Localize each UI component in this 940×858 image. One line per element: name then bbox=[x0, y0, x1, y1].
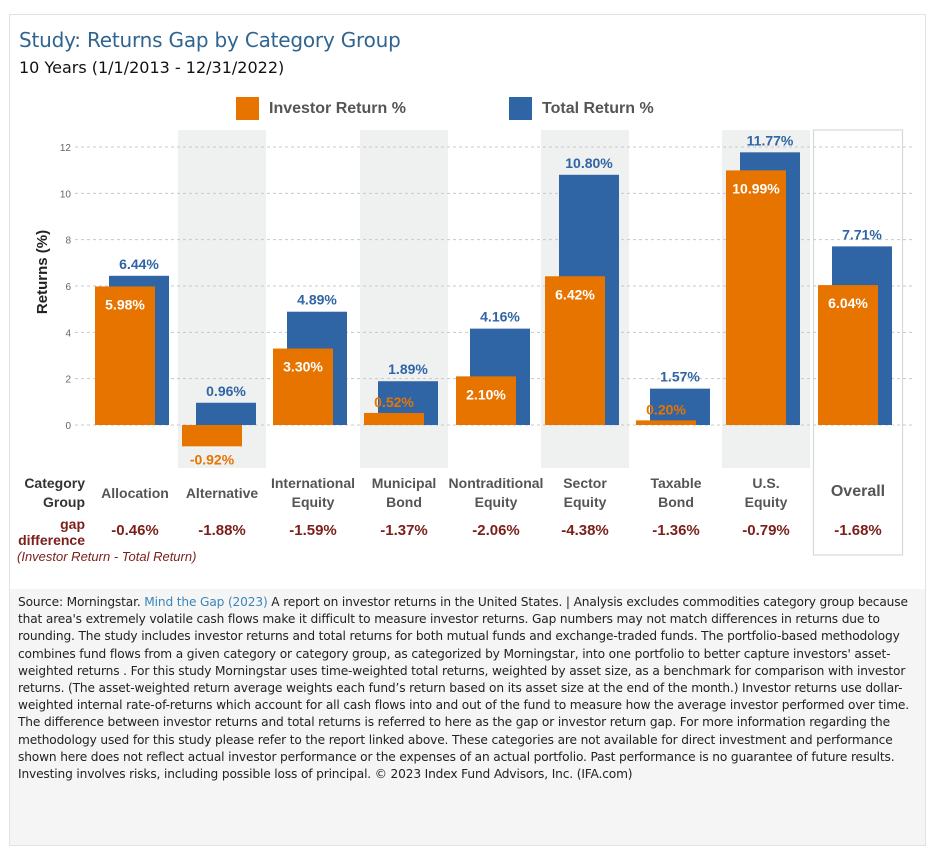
legend-swatch-investor bbox=[236, 97, 259, 120]
category-header-line1: Category bbox=[24, 475, 85, 491]
gap-value: -1.37% bbox=[380, 522, 428, 539]
investor-return-bar bbox=[364, 412, 424, 425]
investor-return-label: 6.04% bbox=[828, 295, 868, 311]
legend-item-total-return[interactable]: Total Return % bbox=[509, 97, 654, 120]
y-tick-label: 8 bbox=[65, 236, 71, 247]
gap-value: -4.38% bbox=[561, 522, 609, 539]
category-group-header: Category Group bbox=[10, 474, 85, 512]
total-return-label: 6.44% bbox=[119, 256, 159, 272]
x-tick-label-line2: Bond bbox=[386, 494, 422, 510]
investor-return-bar bbox=[95, 286, 155, 425]
x-tick-label: Overall bbox=[830, 483, 886, 500]
x-tick-label-line2: Equity bbox=[744, 494, 788, 510]
x-tick-label-line1: Nontraditional bbox=[448, 475, 544, 491]
source-prefix: Source: Morningstar. bbox=[18, 595, 145, 609]
total-return-bar bbox=[196, 402, 256, 425]
category-header-line2: Group bbox=[43, 494, 85, 510]
page-title: Study: Returns Gap by Category Group bbox=[19, 28, 401, 52]
overall-highlight-box bbox=[812, 129, 904, 556]
total-return-label: 4.16% bbox=[480, 309, 520, 325]
x-tick-label-line1: Sector bbox=[563, 475, 607, 491]
y-tick-label: 6 bbox=[65, 282, 71, 293]
y-tick-label: 0 bbox=[65, 421, 71, 432]
x-tick-label: Sector Equity bbox=[535, 474, 635, 512]
x-tick-label: Allocation bbox=[101, 485, 169, 501]
source-disclaimer: Source: Morningstar. Mind the Gap (2023)… bbox=[10, 589, 925, 845]
gap-formula-note: (Investor Return - Total Return) bbox=[17, 549, 197, 564]
legend-label-investor: Investor Return % bbox=[269, 99, 406, 117]
investor-return-label: 10.99% bbox=[732, 180, 780, 196]
investor-return-label: 0.20% bbox=[646, 401, 686, 417]
y-tick-label: 2 bbox=[65, 375, 71, 386]
gap-value: -1.88% bbox=[198, 522, 246, 539]
investor-return-bar bbox=[273, 348, 333, 425]
x-tick-label-line1: Municipal bbox=[371, 475, 437, 491]
gap-difference-header: gap difference bbox=[10, 516, 85, 548]
page-subtitle: 10 Years (1/1/2013 - 12/31/2022) bbox=[19, 58, 285, 77]
x-tick-label-line2: Equity bbox=[474, 494, 518, 510]
total-return-label: 7.71% bbox=[842, 226, 882, 242]
investor-return-label: 0.52% bbox=[374, 394, 414, 410]
total-return-label: 1.57% bbox=[660, 369, 700, 385]
x-tick-label-line1: Taxable bbox=[650, 475, 702, 491]
investor-return-label: 3.30% bbox=[283, 359, 323, 375]
investor-return-bar bbox=[456, 376, 516, 425]
gap-header-line2: difference bbox=[18, 532, 85, 548]
gap-value: -2.06% bbox=[472, 522, 520, 539]
x-tick-label-line2: Bond bbox=[658, 494, 694, 510]
legend-item-investor-return[interactable]: Investor Return % bbox=[236, 97, 406, 120]
y-tick-label: 10 bbox=[60, 189, 72, 200]
investor-return-label: -0.92% bbox=[190, 451, 235, 467]
investor-return-bar bbox=[545, 276, 605, 425]
investor-return-bar bbox=[182, 425, 242, 447]
x-tick-label-line1: U.S. bbox=[752, 475, 780, 491]
investor-return-bar bbox=[726, 170, 786, 425]
investor-return-label: 6.42% bbox=[555, 286, 595, 302]
gap-value: -0.46% bbox=[111, 522, 159, 539]
x-tick-label-line1: International bbox=[270, 475, 355, 491]
x-tick-label: Taxable Bond bbox=[626, 474, 726, 512]
disclaimer-body: A report on investor returns in the Unit… bbox=[18, 595, 909, 782]
y-axis-title: Returns (%) bbox=[34, 230, 51, 314]
x-tick-label: Alternative bbox=[185, 485, 259, 501]
gap-value: -1.68% bbox=[834, 522, 882, 539]
investor-return-bar bbox=[818, 285, 878, 425]
gap-header-line1: gap bbox=[60, 516, 85, 532]
gap-value: -1.59% bbox=[289, 522, 337, 539]
mind-the-gap-link[interactable]: Mind the Gap (2023) bbox=[144, 595, 268, 609]
returns-bar-chart: 0 2 4 6 8 10 12 Returns (%) 6.44% 5.98% 0.96% -0.92… bbox=[34, 129, 912, 556]
total-return-label: 11.77% bbox=[747, 132, 794, 148]
x-tick-label-line2: Equity bbox=[291, 494, 335, 510]
investor-return-label: 2.10% bbox=[466, 386, 506, 402]
total-return-bar bbox=[650, 388, 710, 425]
x-tick-label: Municipal Bond bbox=[354, 474, 454, 512]
x-tick-label-line2: Equity bbox=[563, 494, 607, 510]
investor-return-label: 5.98% bbox=[105, 296, 145, 312]
legend-label-total: Total Return % bbox=[542, 99, 654, 117]
x-tick-label: U.S. Equity bbox=[716, 474, 816, 512]
x-tick-label: International Equity bbox=[263, 474, 363, 512]
y-tick-label: 4 bbox=[65, 328, 71, 339]
x-tick-label: Nontraditional Equity bbox=[446, 474, 546, 512]
gap-value: -0.79% bbox=[742, 522, 790, 539]
total-return-label: 1.89% bbox=[388, 361, 428, 377]
total-return-label: 0.96% bbox=[206, 383, 246, 399]
investor-return-bar bbox=[636, 420, 696, 425]
total-return-label: 10.80% bbox=[565, 155, 613, 171]
total-return-label: 4.89% bbox=[297, 292, 337, 308]
legend-swatch-total bbox=[509, 97, 532, 120]
y-tick-label: 12 bbox=[60, 143, 72, 154]
gap-value: -1.36% bbox=[652, 522, 700, 539]
